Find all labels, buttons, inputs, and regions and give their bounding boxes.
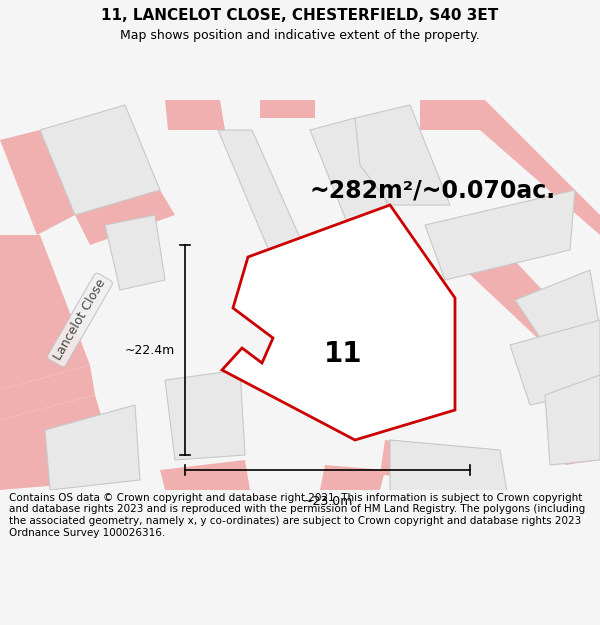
Polygon shape: [560, 405, 600, 465]
Text: Map shows position and indicative extent of the property.: Map shows position and indicative extent…: [120, 29, 480, 42]
Polygon shape: [165, 370, 245, 460]
Polygon shape: [0, 235, 90, 390]
Polygon shape: [105, 215, 165, 290]
Polygon shape: [545, 375, 600, 465]
Polygon shape: [465, 245, 580, 345]
Polygon shape: [420, 100, 600, 235]
Polygon shape: [355, 105, 450, 205]
Polygon shape: [260, 100, 315, 118]
Text: 11: 11: [324, 340, 363, 367]
Polygon shape: [380, 440, 500, 480]
Polygon shape: [0, 395, 120, 490]
Polygon shape: [222, 205, 455, 440]
Text: Lancelot Close: Lancelot Close: [52, 277, 109, 363]
Polygon shape: [425, 190, 575, 280]
Polygon shape: [515, 270, 600, 345]
Text: 11, LANCELOT CLOSE, CHESTERFIELD, S40 3ET: 11, LANCELOT CLOSE, CHESTERFIELD, S40 3E…: [101, 8, 499, 22]
Text: ~23.0m: ~23.0m: [303, 495, 353, 508]
Polygon shape: [0, 365, 95, 420]
Polygon shape: [0, 130, 75, 235]
Polygon shape: [165, 100, 225, 130]
Text: Contains OS data © Crown copyright and database right 2021. This information is : Contains OS data © Crown copyright and d…: [9, 492, 585, 538]
Polygon shape: [390, 440, 510, 510]
Polygon shape: [218, 130, 310, 265]
Polygon shape: [160, 460, 250, 490]
Polygon shape: [510, 320, 600, 405]
Polygon shape: [75, 190, 175, 245]
Polygon shape: [540, 330, 600, 390]
Polygon shape: [45, 405, 140, 490]
Text: ~282m²/~0.070ac.: ~282m²/~0.070ac.: [310, 178, 556, 202]
Polygon shape: [40, 105, 160, 215]
Polygon shape: [320, 465, 385, 490]
Polygon shape: [310, 118, 395, 230]
Text: ~22.4m: ~22.4m: [125, 344, 175, 356]
